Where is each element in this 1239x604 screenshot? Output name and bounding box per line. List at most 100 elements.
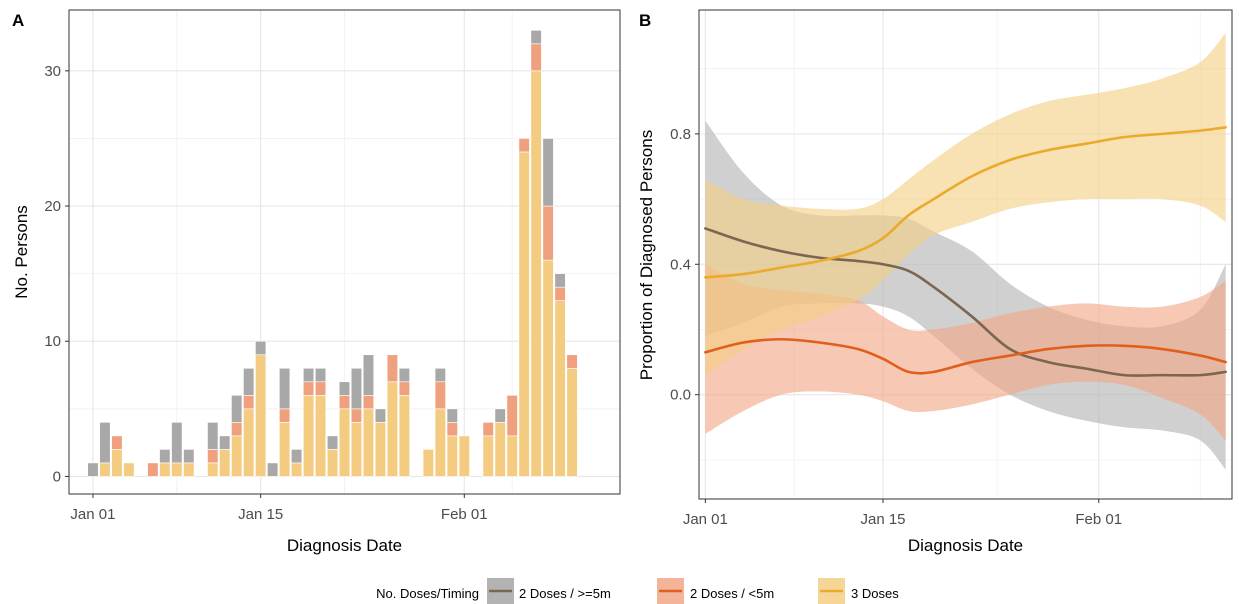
bar-2-doses-gte5m bbox=[530, 29, 542, 45]
bar-3-doses bbox=[542, 259, 554, 477]
panel-a-label: A bbox=[12, 11, 24, 30]
bar-2-doses-lt5m bbox=[111, 435, 123, 450]
bar-2-doses-gte5m bbox=[267, 462, 279, 477]
bar-2-doses-gte5m bbox=[279, 367, 291, 410]
bar-2-doses-lt5m bbox=[542, 205, 554, 261]
panel-a: A 0 10 20 30 Jan 01 Jan 15 Feb 01 Diagnosis Da… bbox=[12, 9, 621, 555]
bar-2-doses-lt5m bbox=[482, 422, 494, 437]
line-3-doses bbox=[704, 126, 1227, 279]
line-2-doses-lt5m bbox=[704, 337, 1227, 375]
bar-2-doses-lt5m bbox=[446, 422, 458, 437]
legend-label-3-doses: 3 Doses bbox=[851, 586, 899, 601]
panel-a-bars bbox=[87, 29, 578, 477]
bar-2-doses-gte5m bbox=[255, 340, 267, 356]
bar-2-doses-gte5m bbox=[207, 422, 219, 450]
x-tick-label: Jan 01 bbox=[683, 511, 728, 528]
bar-3-doses bbox=[458, 435, 470, 477]
bar-2-doses-gte5m bbox=[314, 367, 327, 383]
line-2-doses-gte5m bbox=[704, 227, 1227, 377]
x-tick-label: Feb 01 bbox=[1075, 511, 1122, 528]
bar-3-doses bbox=[159, 462, 171, 477]
bar-3-doses bbox=[422, 449, 434, 477]
panel-b-frame bbox=[698, 9, 1233, 500]
bar-3-doses bbox=[171, 462, 183, 477]
y-tick-label: 30 bbox=[44, 63, 61, 80]
bar-2-doses-gte5m bbox=[374, 408, 387, 423]
bar-2-doses-lt5m bbox=[362, 395, 375, 410]
bar-3-doses bbox=[243, 408, 255, 477]
panel-b-ticks: 0.0 0.4 0.8 Jan 01 Jan 15 Feb 01 bbox=[670, 126, 1122, 528]
panel-b-label: B bbox=[639, 11, 651, 30]
bar-2-doses-gte5m bbox=[219, 435, 231, 450]
bar-2-doses-lt5m bbox=[147, 462, 159, 477]
bar-3-doses bbox=[99, 462, 111, 477]
bar-2-doses-lt5m bbox=[279, 408, 291, 423]
bar-2-doses-lt5m bbox=[386, 354, 398, 383]
panel-a-xlabel: Diagnosis Date bbox=[287, 536, 402, 555]
bar-2-doses-gte5m bbox=[362, 354, 375, 396]
bar-2-doses-gte5m bbox=[326, 435, 339, 450]
panel-a-ylabel: No. Persons bbox=[12, 205, 31, 299]
panel-a-ticks: 0 10 20 30 Jan 01 Jan 15 Feb 01 bbox=[44, 63, 487, 523]
bar-3-doses bbox=[554, 300, 566, 477]
legend-label-2-doses-gte5m: 2 Doses / >=5m bbox=[519, 586, 611, 601]
bar-3-doses bbox=[482, 435, 494, 477]
bar-2-doses-gte5m bbox=[231, 395, 243, 423]
band-2-doses-gte5m bbox=[705, 120, 1226, 470]
bar-3-doses bbox=[314, 395, 327, 477]
bar-3-doses bbox=[291, 462, 303, 477]
legend-title: No. Doses/Timing bbox=[376, 586, 479, 601]
bar-2-doses-gte5m bbox=[494, 408, 506, 423]
panel-a-frame bbox=[68, 9, 621, 495]
y-tick-label: 20 bbox=[44, 198, 61, 215]
bar-3-doses bbox=[434, 408, 446, 477]
bar-3-doses bbox=[518, 151, 530, 477]
y-tick-label: 0.0 bbox=[670, 387, 691, 404]
legend: No. Doses/Timing 2 Doses / >=5m 2 Doses … bbox=[376, 578, 899, 604]
bar-2-doses-lt5m bbox=[530, 43, 542, 72]
bar-2-doses-lt5m bbox=[314, 381, 327, 396]
bar-3-doses bbox=[446, 435, 458, 477]
bar-2-doses-gte5m bbox=[554, 273, 566, 288]
bar-2-doses-gte5m bbox=[302, 367, 315, 383]
bar-2-doses-gte5m bbox=[171, 422, 183, 464]
bar-2-doses-gte5m bbox=[291, 449, 303, 464]
bar-2-doses-lt5m bbox=[338, 395, 351, 410]
bar-2-doses-gte5m bbox=[338, 381, 351, 396]
panel-b-ylabel: Proportion of Diagnosed Persons bbox=[637, 130, 656, 380]
legend-label-2-doses-lt5m: 2 Doses / <5m bbox=[690, 586, 774, 601]
panel-b-lines bbox=[704, 126, 1227, 377]
y-tick-label: 0 bbox=[53, 468, 61, 485]
bar-3-doses bbox=[350, 422, 363, 477]
bar-2-doses-lt5m bbox=[434, 381, 446, 410]
bar-3-doses bbox=[398, 395, 410, 477]
bar-2-doses-gte5m bbox=[99, 422, 111, 464]
bar-3-doses bbox=[255, 354, 267, 477]
bar-2-doses-gte5m bbox=[159, 449, 171, 464]
bar-3-doses bbox=[111, 449, 123, 477]
x-tick-label: Feb 01 bbox=[441, 506, 488, 523]
x-tick-label: Jan 01 bbox=[70, 506, 115, 523]
bar-2-doses-lt5m bbox=[243, 395, 255, 410]
bar-2-doses-lt5m bbox=[231, 422, 243, 437]
bar-3-doses bbox=[494, 422, 506, 477]
bar-2-doses-lt5m bbox=[302, 381, 315, 396]
bar-2-doses-gte5m bbox=[183, 449, 195, 464]
bar-2-doses-gte5m bbox=[446, 408, 458, 423]
bar-3-doses bbox=[374, 422, 387, 477]
bar-3-doses bbox=[279, 422, 291, 477]
panel-a-grid bbox=[69, 10, 620, 494]
y-tick-label: 0.4 bbox=[670, 256, 691, 273]
legend-item-2-doses-lt5m: 2 Doses / <5m bbox=[657, 578, 774, 604]
bar-3-doses bbox=[530, 70, 542, 477]
bar-2-doses-gte5m bbox=[243, 367, 255, 396]
bar-3-doses bbox=[386, 381, 398, 477]
bar-2-doses-gte5m bbox=[542, 138, 554, 207]
bar-3-doses bbox=[566, 367, 578, 477]
bar-3-doses bbox=[183, 462, 195, 477]
panel-b-xlabel: Diagnosis Date bbox=[908, 536, 1023, 555]
bar-2-doses-lt5m bbox=[506, 395, 518, 437]
bar-2-doses-gte5m bbox=[398, 367, 410, 383]
bar-2-doses-gte5m bbox=[434, 367, 446, 383]
